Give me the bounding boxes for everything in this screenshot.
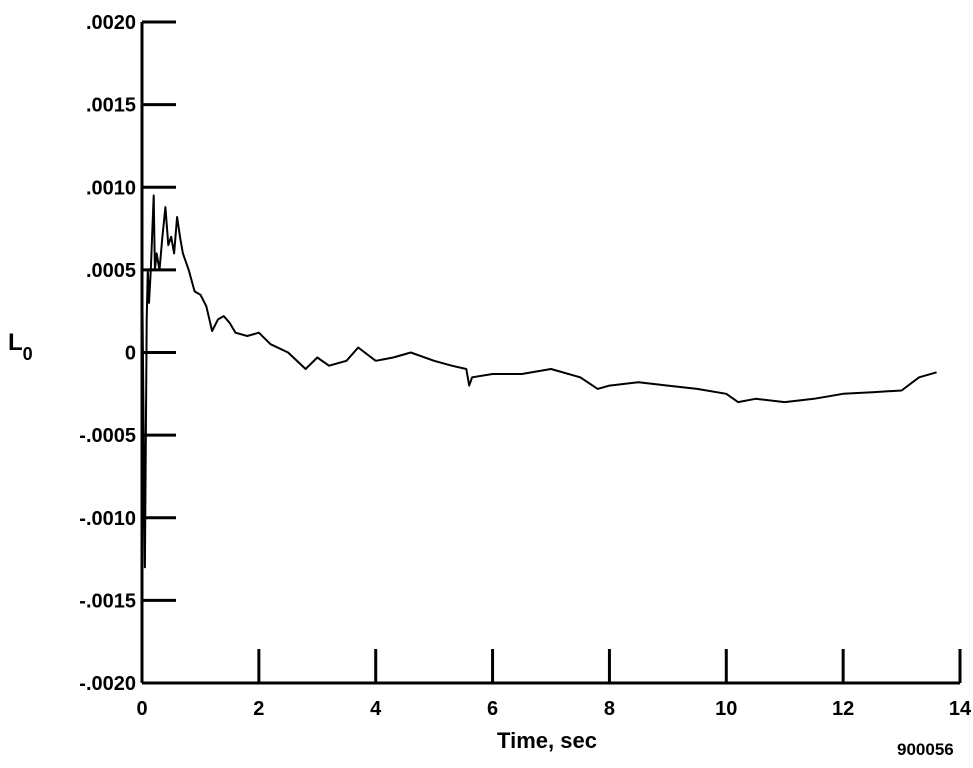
y-tick-label: .0010 <box>86 177 136 199</box>
series-line <box>141 194 937 569</box>
x-tick-label: 2 <box>253 698 264 720</box>
y-tick-label: -.0010 <box>79 508 136 530</box>
x-tick-label: 10 <box>715 698 737 720</box>
x-tick-label: 6 <box>487 698 498 720</box>
y-tick-label: -.0005 <box>79 425 136 447</box>
x-axis-ticks: 0 2 4 6 8 10 12 14 <box>136 649 972 720</box>
x-tick-label: 8 <box>604 698 615 720</box>
x-axis-title: Time, sec <box>497 728 597 753</box>
figure-number: 900056 <box>897 740 954 759</box>
y-tick-label: .0015 <box>86 95 136 117</box>
y-tick-label: -.0020 <box>79 673 136 695</box>
y-tick-label: 0 <box>125 343 136 365</box>
y-tick-label: .0020 <box>86 12 136 34</box>
y-tick-label: -.0015 <box>79 590 136 612</box>
y-axis-ticks: .0020 .0015 .0010 .0005 0 -.0005 -.0010 -.0015 -… <box>79 12 176 695</box>
x-tick-label: 14 <box>949 698 972 720</box>
y-axis-title: L0 <box>8 329 33 364</box>
data-series <box>141 194 937 569</box>
y-tick-label: .0005 <box>86 260 136 282</box>
axes <box>140 22 960 685</box>
x-tick-label: 0 <box>136 698 147 720</box>
x-tick-label: 4 <box>370 698 382 720</box>
y-axis-title-main: L <box>8 329 23 356</box>
x-tick-label: 12 <box>832 698 854 720</box>
y-axis-title-subscript: 0 <box>23 344 33 364</box>
